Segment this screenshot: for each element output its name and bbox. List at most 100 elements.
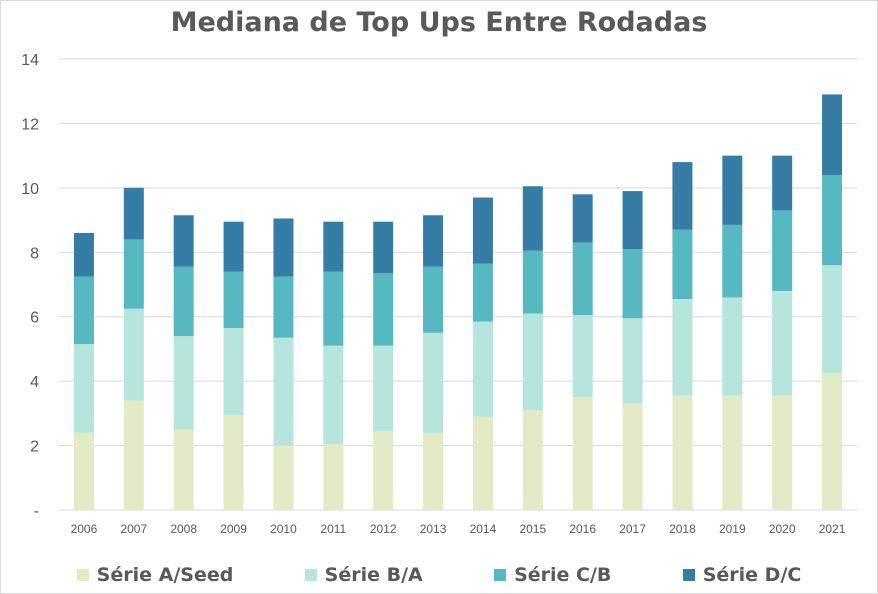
y-tick-label: 2: [30, 439, 39, 456]
bar-segment-2-2006: [73, 344, 94, 433]
bar-segment-3-2006: [73, 276, 94, 345]
x-tick-label: 2019: [719, 522, 746, 536]
y-tick-label: -: [34, 503, 39, 520]
bar-segment-2-2010: [273, 337, 294, 446]
bar-segment-3-2013: [423, 266, 444, 333]
legend-item-serie-c-b: Série C/B: [494, 564, 611, 586]
legend-swatch-serie-b-a: [304, 569, 317, 581]
bar-segment-3-2012: [373, 273, 394, 346]
bar-segment-1-2008: [173, 429, 194, 510]
legend-swatch-serie-a-seed: [76, 569, 89, 581]
bar-segment-1-2017: [622, 403, 643, 510]
chart-plot: - 2 4 6 8 10 12 14 2006 2007 2008 2009 2010 2011 2012 2…: [21, 52, 857, 536]
y-tick-label: 6: [30, 310, 39, 327]
bar-segment-2-2008: [173, 336, 194, 430]
bar-segment-4-2019: [722, 155, 743, 225]
bar-segment-2-2012: [373, 345, 394, 432]
y-tick-label: 12: [21, 116, 39, 133]
bar-segment-2-2021: [822, 265, 843, 374]
x-tick-label: 2011: [320, 522, 346, 536]
bar-segment-1-2007: [123, 400, 144, 510]
bar-segment-1-2014: [472, 416, 493, 510]
x-tick-label: 2021: [819, 522, 846, 536]
x-tick-label: 2013: [420, 522, 447, 536]
legend-label-serie-c-b: Série C/B: [514, 564, 612, 586]
bar-segment-3-2019: [722, 224, 743, 298]
bar-segment-3-2007: [123, 239, 144, 309]
x-tick-label: 2006: [71, 522, 98, 536]
bar-segment-1-2010: [273, 445, 294, 510]
bar-segment-3-2008: [173, 266, 194, 337]
bar-segment-1-2015: [522, 410, 543, 510]
x-tick-label: 2007: [120, 522, 147, 536]
bar-segment-1-2012: [373, 431, 394, 510]
bar-segment-3-2015: [522, 250, 543, 314]
bar-segment-4-2009: [223, 221, 244, 272]
bar-segment-1-2011: [323, 443, 344, 510]
bar-segment-2-2015: [522, 313, 543, 411]
bar-segment-1-2013: [423, 432, 444, 510]
x-tick-label: 2020: [769, 522, 796, 536]
y-tick-label: 10: [21, 181, 39, 198]
bar-segment-4-2010: [273, 218, 294, 277]
bar-segment-1-2009: [223, 414, 244, 510]
bar-segment-2-2011: [323, 345, 344, 444]
y-tick-label: 14: [21, 52, 39, 69]
bar-segment-2-2018: [672, 298, 693, 396]
bar-segment-3-2016: [572, 242, 593, 316]
bar-segment-3-2014: [472, 263, 493, 322]
bar-segment-3-2017: [622, 249, 643, 319]
bar-segment-2-2017: [622, 318, 643, 404]
bar-segment-1-2016: [572, 397, 593, 510]
legend-item-serie-b-a: Série B/A: [304, 564, 423, 586]
x-tick-label: 2008: [170, 522, 197, 536]
bar-segment-4-2016: [572, 194, 593, 243]
bar-segment-2-2016: [572, 315, 593, 398]
x-tick-label: 2018: [669, 522, 696, 536]
legend-swatch-serie-d-c: [682, 569, 695, 581]
x-tick-label: 2010: [270, 522, 297, 536]
x-tick-label: 2009: [220, 522, 247, 536]
bar-segment-2-2013: [423, 332, 444, 433]
bar-segment-4-2014: [472, 197, 493, 264]
bar-segment-3-2020: [772, 210, 793, 291]
bar-segment-2-2020: [772, 290, 793, 396]
bar-segment-3-2011: [323, 271, 344, 346]
bar-segment-4-2007: [123, 187, 144, 240]
bar-segment-1-2020: [772, 395, 793, 510]
bar-segment-4-2011: [323, 221, 344, 272]
bar-segment-4-2012: [373, 221, 394, 274]
bar-segment-3-2010: [273, 276, 294, 338]
legend-label-serie-d-c: Série D/C: [702, 564, 802, 586]
y-tick-label: 4: [30, 374, 39, 391]
bar-segment-1-2019: [722, 395, 743, 510]
y-tick-label: 8: [30, 245, 39, 262]
bar-segment-2-2007: [123, 308, 144, 401]
x-tick-label: 2017: [619, 522, 646, 536]
bar-segment-4-2006: [73, 232, 94, 277]
bar-segment-3-2021: [822, 174, 843, 266]
bar-segment-4-2020: [772, 155, 793, 211]
bar-segment-1-2021: [822, 373, 843, 510]
x-tick-label: 2016: [569, 522, 596, 536]
legend-item-serie-d-c: Série D/C: [682, 564, 802, 586]
bar-segment-4-2008: [173, 215, 194, 267]
legend: Série A/Seed Série B/A Série C/B Série D…: [1, 561, 877, 589]
bar-segment-1-2018: [672, 395, 693, 510]
bar-segment-4-2021: [822, 94, 843, 175]
bar-segment-2-2014: [472, 321, 493, 417]
bar-segment-1-2006: [73, 432, 94, 510]
bar-segment-3-2018: [672, 229, 693, 299]
x-tick-label: 2012: [370, 522, 397, 536]
legend-label-serie-b-a: Série B/A: [324, 564, 423, 586]
bar-segment-4-2013: [423, 215, 444, 267]
legend-label-serie-a-seed: Série A/Seed: [96, 564, 234, 586]
bar-segment-3-2009: [223, 271, 244, 328]
bar-segment-4-2015: [522, 186, 543, 251]
legend-item-serie-a-seed: Série A/Seed: [76, 564, 234, 586]
x-tick-label: 2015: [519, 522, 546, 536]
legend-swatch-serie-c-b: [494, 569, 507, 581]
bar-segment-4-2017: [622, 191, 643, 250]
x-tick-label: 2014: [470, 522, 497, 536]
